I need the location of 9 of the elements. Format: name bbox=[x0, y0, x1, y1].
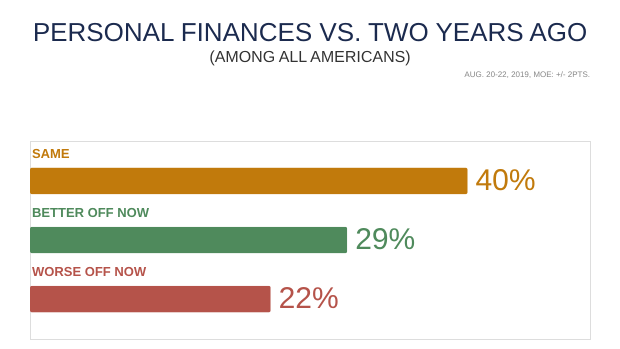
chart-title: PERSONAL FINANCES VS. TWO YEARS AGO bbox=[32, 17, 588, 47]
y-tick-label: BETTER OFF NOW bbox=[32, 205, 150, 220]
data-label: 29% bbox=[355, 223, 416, 256]
text: AUG. 20-22, 2019, MOE: +/- 2PTS. bbox=[464, 70, 590, 79]
data-label: 40% bbox=[476, 164, 536, 197]
y-tick-label: SAME bbox=[32, 146, 70, 161]
data-label: 22% bbox=[278, 282, 339, 316]
chart-subtitle: (AMONG ALL AMERICANS) bbox=[209, 49, 411, 66]
y-tick-label: WORSE OFF NOW bbox=[32, 264, 147, 280]
